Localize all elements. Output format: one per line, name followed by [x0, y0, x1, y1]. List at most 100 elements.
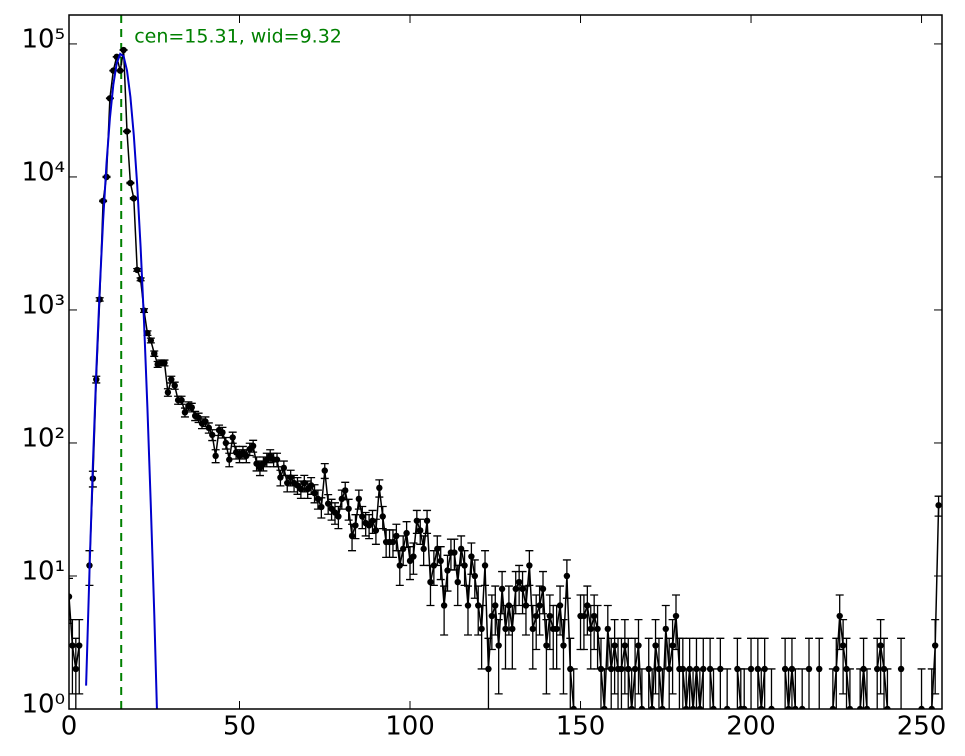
- error-bar: [71, 637, 80, 709]
- data-point: [665, 665, 673, 673]
- error-bar: [498, 570, 507, 615]
- data-point: [563, 572, 571, 580]
- error-bar: [927, 668, 936, 709]
- error-bar: [651, 618, 660, 695]
- data-point: [884, 705, 891, 709]
- error-bar: [665, 637, 674, 709]
- data-point: [406, 557, 414, 565]
- error-bar: [596, 637, 605, 709]
- data-point: [188, 404, 195, 411]
- data-point: [833, 665, 840, 673]
- data-point: [229, 434, 236, 441]
- error-bar: [644, 637, 653, 709]
- data-point: [355, 495, 363, 503]
- error-bar: [518, 570, 527, 615]
- data-point: [519, 585, 526, 593]
- data-point: [478, 625, 485, 633]
- data-point: [635, 642, 642, 649]
- data-point: [69, 593, 73, 600]
- data-point: [587, 625, 594, 633]
- data-point: [488, 612, 496, 620]
- data-point: [638, 705, 646, 709]
- data-point: [512, 585, 519, 593]
- error-bar: [504, 585, 513, 636]
- data-point: [417, 527, 424, 534]
- error-bar: [723, 668, 732, 709]
- error-bar: [539, 570, 548, 615]
- data-point: [696, 705, 704, 709]
- data-point: [495, 642, 502, 649]
- data-point: [253, 460, 260, 467]
- data-point: [195, 414, 202, 421]
- data-point: [256, 464, 264, 472]
- data-point: [212, 452, 219, 460]
- x-tick-label: 250: [897, 712, 947, 742]
- error-bar: [511, 570, 520, 615]
- data-point: [863, 705, 871, 709]
- error-bar: [586, 604, 595, 670]
- data-point: [226, 456, 233, 463]
- data-point: [342, 487, 349, 494]
- error-bar: [699, 637, 708, 709]
- data-point: [604, 625, 612, 633]
- error-bar: [709, 668, 718, 709]
- data-point: [829, 705, 837, 709]
- axes: 0 50 100 150 200 250 10⁰ 10¹ 10² 10³ 10⁴ 10⁵: [21, 15, 946, 742]
- error-bar: [559, 618, 568, 695]
- error-bar: [477, 604, 486, 670]
- error-bar: [569, 668, 578, 709]
- error-bar: [607, 637, 616, 709]
- data-point: [324, 500, 332, 507]
- data-point: [502, 625, 509, 633]
- data-point: [127, 179, 134, 187]
- error-bar: [798, 668, 807, 709]
- data-point: [532, 612, 540, 620]
- plot-area: [69, 15, 942, 709]
- error-bar: [716, 637, 725, 709]
- data-point: [672, 612, 680, 620]
- error-bar: [753, 637, 762, 709]
- error-bar: [487, 594, 496, 651]
- data-point: [628, 705, 635, 709]
- data-point: [509, 625, 516, 633]
- data-point: [297, 485, 305, 493]
- data-point: [116, 67, 124, 74]
- data-point: [652, 642, 659, 649]
- data-point: [710, 705, 717, 709]
- error-bar: [842, 637, 851, 709]
- data-point: [335, 513, 342, 520]
- data-point: [468, 553, 475, 560]
- data-point: [874, 665, 881, 673]
- data-point: [280, 464, 288, 472]
- data-point: [560, 642, 567, 649]
- data-point: [437, 557, 444, 565]
- data-point: [72, 665, 80, 673]
- data-point: [877, 642, 884, 649]
- data-point: [123, 128, 131, 135]
- error-bar: [620, 618, 629, 695]
- error-bar: [637, 668, 646, 709]
- data-point: [161, 359, 168, 367]
- y-tick-label: 10²: [21, 423, 65, 453]
- y-tick-label: 10³: [21, 290, 65, 320]
- data-point: [618, 665, 625, 673]
- annotation: cen=15.31, wid=9.32: [134, 26, 342, 48]
- data-point: [723, 705, 731, 709]
- error-bar: [545, 594, 554, 651]
- data-point: [219, 429, 226, 436]
- error-bar: [678, 637, 687, 709]
- data-point: [768, 705, 775, 709]
- error-bar: [897, 637, 906, 709]
- data-point: [76, 642, 83, 649]
- error-bar: [566, 637, 575, 709]
- data-point: [928, 705, 935, 709]
- data-point: [209, 431, 216, 439]
- error-bar: [532, 594, 541, 651]
- error-bar: [787, 637, 796, 709]
- plot-content: [69, 15, 942, 709]
- data-point: [515, 578, 523, 586]
- data-point: [608, 665, 615, 673]
- data-point: [580, 612, 588, 620]
- data-point: [202, 418, 209, 425]
